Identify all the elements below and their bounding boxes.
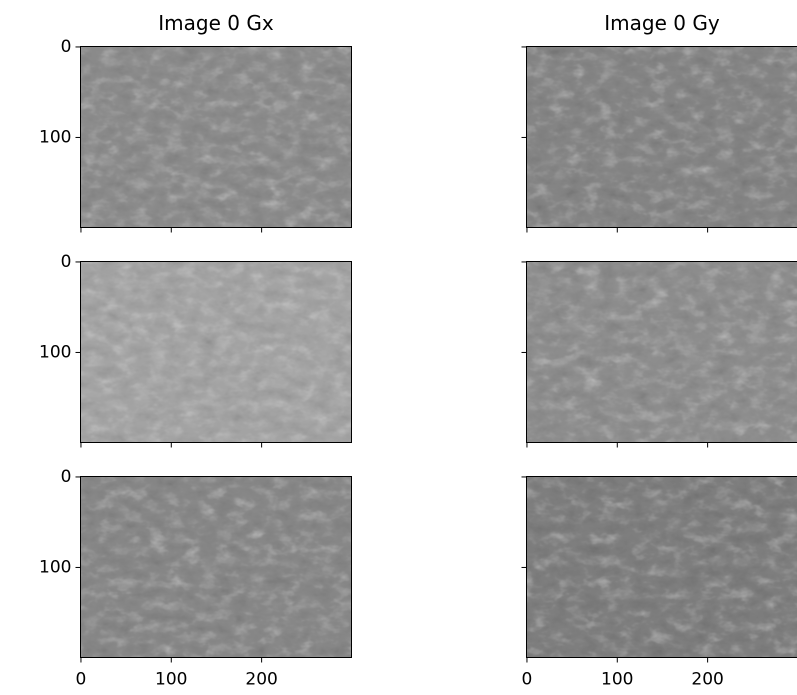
image <box>527 47 797 228</box>
x-tick-label: 0 <box>76 670 87 690</box>
panel-title: Image 0 Gx <box>158 11 274 35</box>
y-tick-label: 0 <box>61 252 72 272</box>
image <box>527 477 797 658</box>
x-tick-label: 100 <box>601 670 633 690</box>
image <box>81 47 352 228</box>
x-tick-label: 200 <box>691 670 723 690</box>
figure: Image 0 Gx 0 100 Image 0 Gy 0 100 0 100 200 0 100 0… <box>0 0 797 695</box>
y-tick-label: 100 <box>39 342 71 362</box>
x-tick-label: 100 <box>155 670 187 690</box>
image <box>81 477 352 658</box>
y-tick-label: 100 <box>39 557 71 577</box>
panel-title: Image 0 Gy <box>604 11 720 35</box>
y-tick-label: 0 <box>61 37 72 57</box>
y-tick-label: 100 <box>39 127 71 147</box>
x-tick-label: 200 <box>245 670 277 690</box>
y-tick-label: 0 <box>61 467 72 487</box>
image <box>81 262 352 443</box>
x-tick-label: 0 <box>522 670 533 690</box>
image <box>527 262 797 443</box>
